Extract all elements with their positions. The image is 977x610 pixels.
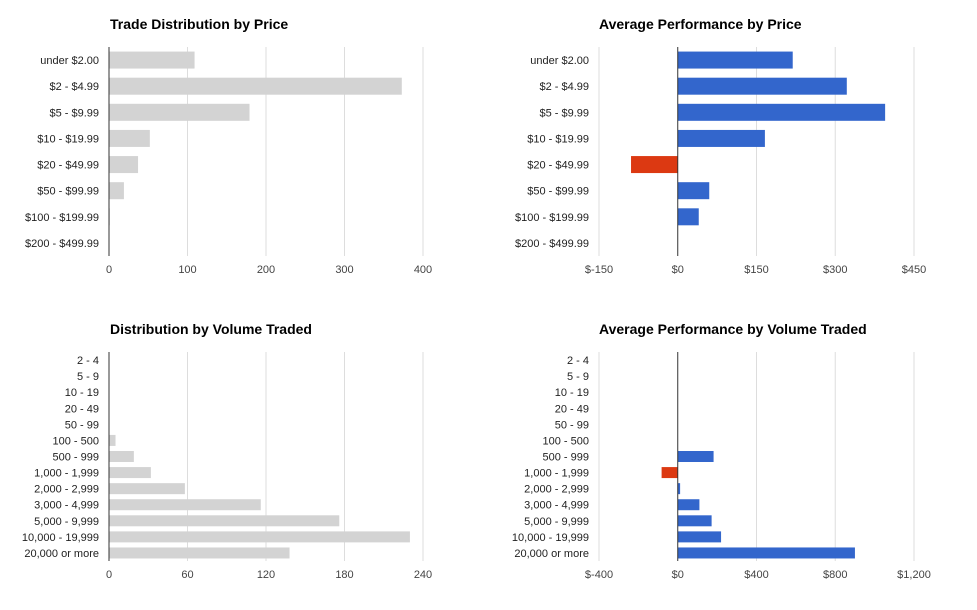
category-label: $10 - $19.99 (527, 133, 589, 145)
x-tick-label: $1,200 (897, 569, 931, 581)
category-label: $2 - $4.99 (539, 81, 589, 93)
category-label: $200 - $499.99 (25, 238, 99, 250)
category-label: 5,000 - 9,999 (524, 516, 589, 528)
category-label: 50 - 99 (555, 419, 589, 431)
bar (677, 77, 847, 95)
bar (677, 451, 714, 462)
category-label: $50 - $99.99 (527, 186, 589, 198)
category-label: under $2.00 (40, 55, 99, 67)
category-label: 20 - 49 (65, 403, 99, 415)
x-tick-label: $0 (672, 569, 684, 581)
x-tick-label: $300 (823, 264, 847, 276)
category-label: 100 - 500 (53, 435, 99, 447)
x-tick-label: $0 (672, 264, 684, 276)
chart-panel-4: Average Performance by Volume Traded 2 - … (512, 321, 931, 581)
chart-title: Trade Distribution by Price (110, 16, 288, 32)
x-tick-label: $400 (744, 569, 768, 581)
chart-panel-1: Trade Distribution by Price under $2.00 $2… (25, 16, 432, 276)
bar (109, 483, 185, 495)
category-label: $5 - $9.99 (49, 107, 99, 119)
category-label: $20 - $49.99 (527, 160, 589, 172)
x-tick-label: $-150 (585, 264, 613, 276)
category-label: 500 - 999 (53, 452, 99, 464)
category-label: 20,000 or more (24, 548, 99, 560)
x-tick-label: 200 (257, 264, 275, 276)
x-tick-label: 400 (414, 264, 432, 276)
bar (661, 467, 678, 479)
bar (631, 156, 678, 174)
category-label: $5 - $9.99 (539, 107, 589, 119)
category-label: 10 - 19 (65, 387, 99, 399)
x-tick-label: 180 (335, 569, 353, 581)
bar (677, 51, 793, 69)
chart-panel-3: Distribution by Volume Traded 2 - 4 5 - 9 1… (22, 321, 432, 581)
category-label: 2 - 4 (77, 355, 99, 367)
category-label: 100 - 500 (543, 435, 589, 447)
category-label: 10,000 - 19,999 (512, 532, 589, 544)
bar (109, 499, 261, 511)
bar (677, 483, 681, 495)
category-label: $100 - $199.99 (515, 212, 589, 224)
bar (109, 467, 151, 479)
bar (677, 515, 712, 527)
category-label: 5,000 - 9,999 (34, 516, 99, 528)
x-tick-label: 240 (414, 569, 432, 581)
category-label: 2 - 4 (567, 355, 589, 367)
x-tick-label: 120 (257, 569, 275, 581)
category-label: 10,000 - 19,999 (22, 532, 99, 544)
bar (109, 515, 340, 527)
category-label: $50 - $99.99 (37, 186, 99, 198)
x-tick-label: 300 (335, 264, 353, 276)
bar (109, 434, 116, 446)
bar (677, 182, 710, 200)
bar (109, 77, 402, 95)
bar (677, 547, 855, 559)
bar (109, 129, 150, 147)
category-label: 50 - 99 (65, 419, 99, 431)
category-label: 20 - 49 (555, 403, 589, 415)
category-label: 500 - 999 (543, 452, 589, 464)
chart-panel-2: Average Performance by Price under $2.00 $… (515, 16, 926, 276)
category-label: 2,000 - 2,999 (34, 484, 99, 496)
category-label: 3,000 - 4,999 (524, 500, 589, 512)
category-label: 5 - 9 (567, 371, 589, 383)
x-tick-label: 100 (178, 264, 196, 276)
category-label: $20 - $49.99 (37, 160, 99, 172)
bar (677, 208, 699, 226)
bar (109, 531, 410, 543)
category-label: 3,000 - 4,999 (34, 500, 99, 512)
chart-title: Average Performance by Price (599, 16, 802, 32)
bar (677, 531, 722, 543)
bar (109, 103, 250, 121)
bar (109, 451, 134, 462)
bar (109, 547, 290, 559)
category-label: $100 - $199.99 (25, 212, 99, 224)
chart-title: Distribution by Volume Traded (110, 321, 312, 337)
bar (109, 156, 139, 174)
category-label: $2 - $4.99 (49, 81, 99, 93)
bar (109, 182, 124, 200)
x-tick-label: 0 (106, 569, 112, 581)
category-label: 20,000 or more (514, 548, 589, 560)
x-tick-label: $-400 (585, 569, 613, 581)
category-label: 5 - 9 (77, 371, 99, 383)
category-label: 1,000 - 1,999 (524, 468, 589, 480)
category-label: $10 - $19.99 (37, 133, 99, 145)
bar (677, 103, 886, 121)
chart-title: Average Performance by Volume Traded (599, 321, 867, 337)
bar (677, 129, 765, 147)
category-label: 10 - 19 (555, 387, 589, 399)
x-tick-label: 0 (106, 264, 112, 276)
bar (109, 51, 195, 69)
category-label: under $2.00 (530, 55, 589, 67)
category-label: $200 - $499.99 (515, 238, 589, 250)
bar (677, 499, 700, 511)
category-label: 1,000 - 1,999 (34, 468, 99, 480)
category-label: 2,000 - 2,999 (524, 484, 589, 496)
x-tick-label: $800 (823, 569, 847, 581)
x-tick-label: $150 (744, 264, 768, 276)
x-tick-label: $450 (902, 264, 926, 276)
x-tick-label: 60 (181, 569, 193, 581)
